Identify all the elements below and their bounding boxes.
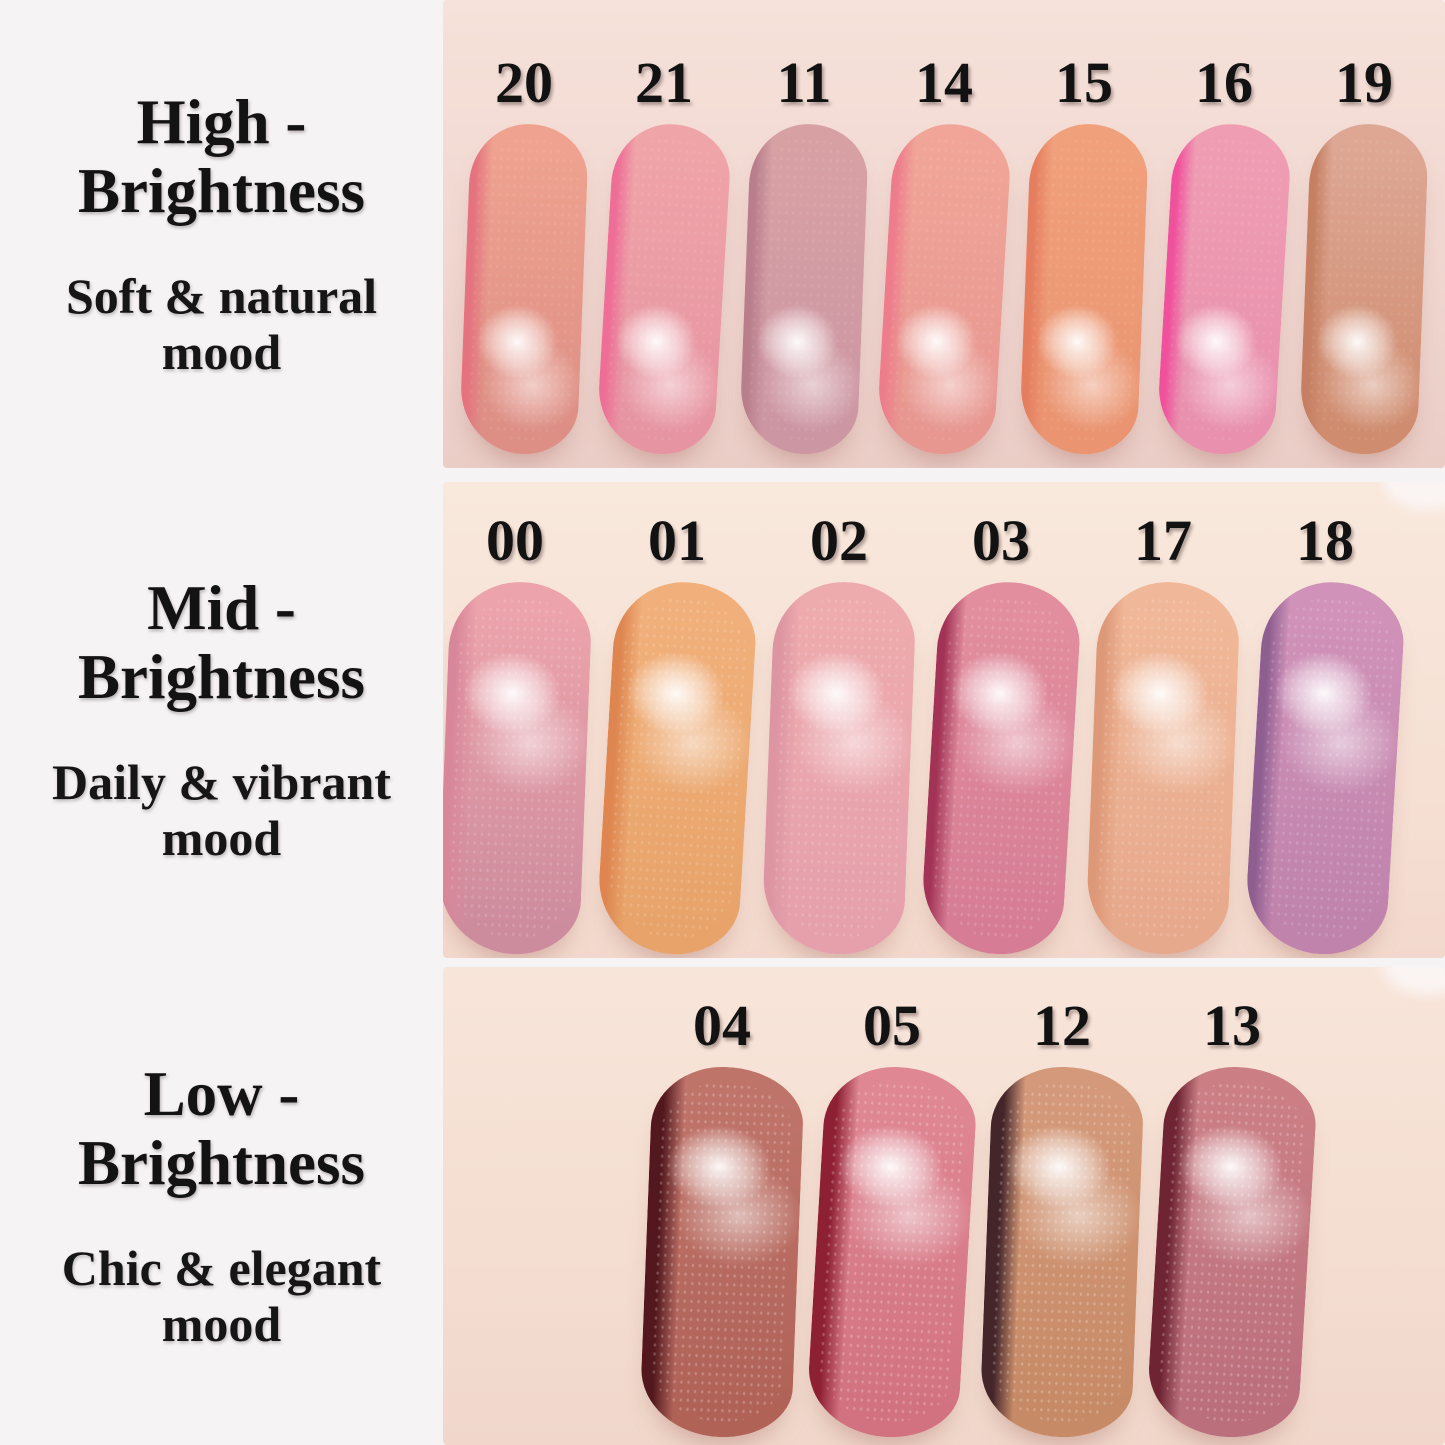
section-title: Mid - Brightness (77, 572, 366, 712)
shade-number-label: 11 (776, 50, 832, 115)
swatch-blob (1243, 578, 1407, 958)
swatch-row-mid: 00 01 02 03 17 18 (443, 482, 1407, 958)
section-mid-brightness: Mid - Brightness Daily & vibrant mood 00… (0, 482, 1445, 958)
label-column-low: Low - Brightness Chic & elegant mood (0, 967, 443, 1445)
shade-number-label: 16 (1195, 50, 1253, 115)
swatch-item: 01 (595, 508, 759, 958)
swatch-blob (458, 121, 590, 457)
swatch-item: 18 (1243, 508, 1407, 958)
swatch-blob (1084, 579, 1242, 957)
swatch-blob (638, 1064, 806, 1440)
swatch-item: 05 (805, 993, 979, 1442)
section-subtitle: Chic & elegant mood (61, 1240, 382, 1353)
swatch-blob (875, 120, 1013, 458)
swatch-row-low: 04 05 12 13 (509, 967, 1445, 1442)
swatch-item: 17 (1084, 508, 1242, 957)
swatch-blob (978, 1064, 1146, 1440)
shade-number-label: 01 (648, 508, 706, 573)
section-title: Low - Brightness (77, 1058, 366, 1198)
swatch-item: 19 (1298, 50, 1430, 457)
swatch-blob (443, 579, 594, 957)
swatch-item: 14 (875, 50, 1013, 458)
shade-number-label: 17 (1134, 508, 1192, 573)
swatch-item: 11 (738, 50, 870, 457)
shade-number-label: 13 (1203, 993, 1261, 1058)
label-column-mid: Mid - Brightness Daily & vibrant mood (0, 482, 443, 958)
shade-number-label: 21 (635, 50, 693, 115)
swatch-blob (738, 121, 870, 457)
shade-number-label: 12 (1033, 993, 1091, 1058)
swatch-item: 00 (443, 508, 594, 957)
swatch-blob (595, 120, 733, 458)
swatch-blob (1298, 121, 1430, 457)
shade-number-label: 14 (915, 50, 973, 115)
shade-number-label: 19 (1335, 50, 1393, 115)
shade-number-label: 18 (1296, 508, 1354, 573)
swatch-photo-mid: 00 01 02 03 17 18 (443, 482, 1445, 958)
swatch-item: 13 (1145, 993, 1319, 1442)
section-subtitle: Daily & vibrant mood (52, 754, 391, 867)
swatch-row-high: 20 21 11 14 15 16 19 (443, 0, 1445, 458)
swatch-photo-high: 20 21 11 14 15 16 19 (443, 0, 1445, 468)
section-high-brightness: High - Brightness Soft & natural mood 20… (0, 0, 1445, 468)
section-subtitle: Soft & natural mood (65, 268, 378, 381)
swatch-item: 15 (1018, 50, 1150, 457)
swatch-blob (1155, 120, 1293, 458)
shade-number-label: 03 (972, 508, 1030, 573)
label-column-high: High - Brightness Soft & natural mood (0, 0, 443, 468)
swatch-item: 21 (595, 50, 733, 458)
swatch-blob (595, 578, 759, 958)
shade-number-label: 05 (863, 993, 921, 1058)
swatch-item: 03 (919, 508, 1083, 958)
shade-number-label: 15 (1055, 50, 1113, 115)
section-low-brightness: Low - Brightness Chic & elegant mood 04 0… (0, 967, 1445, 1445)
swatch-blob (1018, 121, 1150, 457)
swatch-item: 02 (760, 508, 918, 957)
section-title: High - Brightness (77, 86, 366, 226)
swatch-photo-low: 04 05 12 13 (443, 967, 1445, 1445)
swatch-item: 16 (1155, 50, 1293, 458)
swatch-blob (760, 579, 918, 957)
shade-number-label: 04 (693, 993, 751, 1058)
swatch-blob (805, 1062, 979, 1442)
shade-number-label: 00 (486, 508, 544, 573)
swatch-item: 20 (458, 50, 590, 457)
swatch-blob (1145, 1062, 1319, 1442)
swatch-item: 12 (978, 993, 1146, 1440)
shade-number-label: 02 (810, 508, 868, 573)
swatch-blob (919, 578, 1083, 958)
swatch-item: 04 (638, 993, 806, 1440)
shade-number-label: 20 (495, 50, 553, 115)
